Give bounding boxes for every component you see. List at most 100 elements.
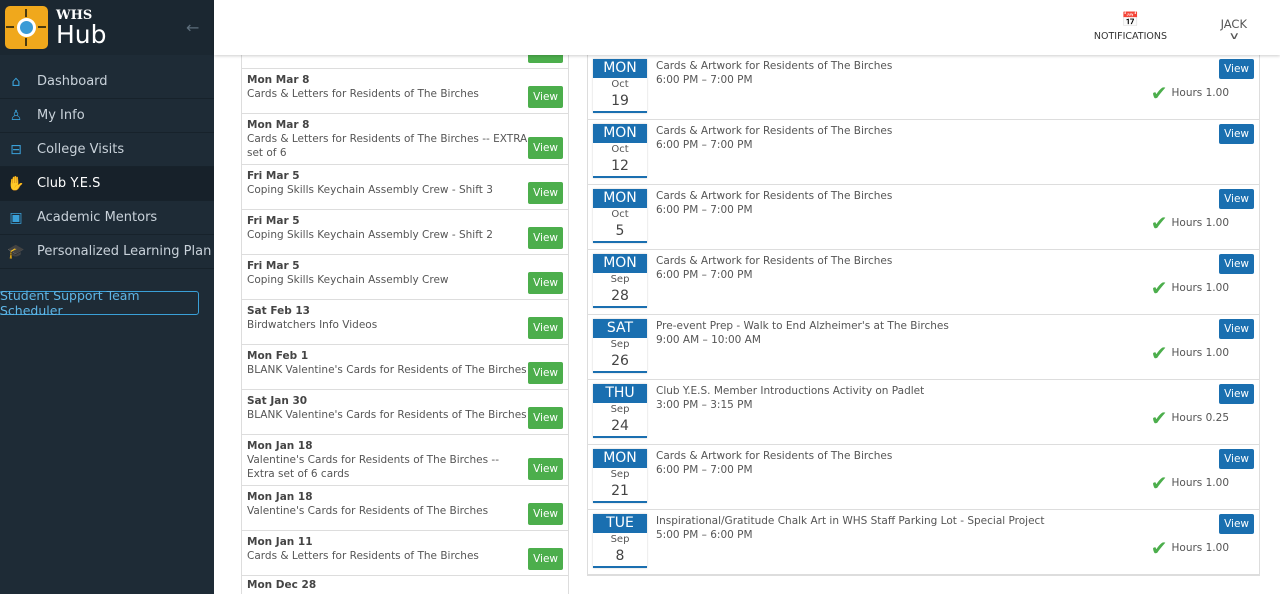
event-title: Cards & Artwork for Residents of The Bir… <box>656 190 893 202</box>
list-item: Mon Mar 8 Cards & Letters for Residents o… <box>242 114 568 165</box>
event-row: MON Sep 21 Cards & Artwork for Residents of… <box>588 445 1259 510</box>
day-of-week: MON <box>593 189 647 208</box>
event-row: TUE Sep 8 Inspirational/Gratitude Chalk Art… <box>588 510 1259 575</box>
event-title: Valentine's Cards for Residents of The B… <box>247 505 489 517</box>
date-badge: MON Sep 21 <box>593 449 647 503</box>
view-button[interactable]: View <box>1219 124 1254 144</box>
collapse-arrow-icon[interactable]: ← <box>186 18 200 37</box>
hours-value: Hours 0.25 <box>1171 412 1229 424</box>
event-date: Mon Mar 8 <box>247 74 310 86</box>
month: Oct <box>611 79 629 90</box>
view-button[interactable]: View <box>528 227 563 249</box>
view-button[interactable]: View <box>1219 319 1254 339</box>
view-button[interactable]: View <box>1219 59 1254 79</box>
sidebar-item-label: My Info <box>37 108 85 123</box>
month: Sep <box>610 404 630 415</box>
view-button[interactable]: View <box>528 407 563 429</box>
sidebar-item-my-info[interactable]: ♙ My Info <box>0 99 214 133</box>
sidebar-item-academic-mentors[interactable]: ▣ Academic Mentors <box>0 201 214 235</box>
event-title: Valentine's Cards for Residents of The B… <box>247 454 500 480</box>
event-time: 6:00 PM – 7:00 PM <box>656 139 753 151</box>
calendar-icon: 📅 <box>1121 12 1140 28</box>
view-button[interactable]: View <box>528 548 563 570</box>
top-header: 📅 NOTIFICATIONS JACK ∨ <box>214 0 1280 55</box>
event-time: 3:00 PM – 3:15 PM <box>656 399 753 411</box>
sidebar-item-label: Personalized Learning Plan <box>37 244 212 259</box>
checkmark-icon: ✔ <box>1150 81 1168 105</box>
day-of-week: SAT <box>593 319 647 338</box>
event-row: MON Sep 28 Cards & Artwork for Residents of… <box>588 250 1259 315</box>
event-row: MON Oct 5 Cards & Artwork for Residents of … <box>588 185 1259 250</box>
sidebar-item-college-visits[interactable]: ⊟ College Visits <box>0 133 214 167</box>
date-badge: TUE Sep 8 <box>593 514 647 568</box>
event-title: Cards & Artwork for Residents of The Bir… <box>656 125 893 137</box>
list-item: Mon Mar 8 Cards & Letters for Residents o… <box>242 69 568 114</box>
user-icon: ♙ <box>9 107 23 124</box>
list-item: Mon Jan 18 Valentine's Cards for Resident… <box>242 486 568 531</box>
view-button[interactable]: View <box>1219 254 1254 274</box>
event-date: Mon Jan 11 <box>247 536 313 548</box>
day-number: 5 <box>615 223 625 239</box>
event-title: Club Y.E.S. Member Introductions Activit… <box>656 385 925 397</box>
day-number: 19 <box>611 93 629 109</box>
event-title: Cards & Letters for Residents of The Bir… <box>247 133 528 159</box>
graduation-cap-icon: 🎓 <box>7 243 25 260</box>
month: Sep <box>610 339 630 350</box>
list-item: Mon Feb 1 BLANK Valentine's Cards for Res… <box>242 345 568 390</box>
day-of-week: MON <box>593 124 647 143</box>
checkmark-icon: ✔ <box>1150 211 1168 235</box>
event-time: 6:00 PM – 7:00 PM <box>656 269 753 281</box>
date-badge: MON Oct 12 <box>593 124 647 178</box>
event-title: BLANK Valentine's Cards for Residents of… <box>247 409 527 421</box>
hours-value: Hours 1.00 <box>1171 217 1229 229</box>
day-of-week: TUE <box>593 514 647 533</box>
view-button[interactable]: View <box>1219 514 1254 534</box>
view-button[interactable]: View <box>1219 449 1254 469</box>
view-button[interactable]: View <box>528 317 563 339</box>
event-title: Cards & Artwork for Residents of The Bir… <box>656 60 893 72</box>
view-button[interactable]: View <box>1219 384 1254 404</box>
briefcase-icon: ⊟ <box>10 141 22 158</box>
notifications-button[interactable]: 📅 NOTIFICATIONS <box>1094 12 1167 42</box>
event-date: Fri Mar 5 <box>247 260 300 272</box>
view-button[interactable]: View <box>528 137 563 159</box>
sidebar-item-label: Academic Mentors <box>37 210 158 225</box>
event-date: Mon Feb 1 <box>247 350 309 362</box>
logo-text-small: WHS <box>56 7 93 23</box>
list-item: Fri Mar 5 Coping Skills Keychain Assembly… <box>242 165 568 210</box>
month: Oct <box>611 144 629 155</box>
student-support-team-scheduler-button[interactable]: Student Support Team Scheduler <box>0 288 199 318</box>
view-button[interactable]: View <box>528 86 563 108</box>
event-date: Fri Mar 5 <box>247 215 300 227</box>
list-item: Mon Jan 18 Valentine's Cards for Resident… <box>242 435 568 486</box>
list-item: Mon Dec 28 <box>242 576 568 591</box>
hours-value: Hours 1.00 <box>1171 282 1229 294</box>
event-date: Mon Dec 28 <box>247 579 317 591</box>
view-button[interactable]: View <box>528 458 563 480</box>
view-button[interactable]: View <box>528 503 563 525</box>
view-button[interactable]: View <box>528 272 563 294</box>
event-row: MON Oct 12 Cards & Artwork for Residents of… <box>588 120 1259 185</box>
event-time: 9:00 AM – 10:00 AM <box>656 334 761 346</box>
month: Sep <box>610 274 630 285</box>
view-button[interactable]: View <box>528 362 563 384</box>
hand-icon: ✋ <box>7 175 25 192</box>
event-time: 6:00 PM – 7:00 PM <box>656 204 753 216</box>
view-button[interactable]: View <box>528 182 563 204</box>
hours-value: Hours 1.00 <box>1171 477 1229 489</box>
event-title: Birdwatchers Info Videos <box>247 319 378 331</box>
view-button[interactable]: View <box>1219 189 1254 209</box>
sidebar-item-dashboard[interactable]: ⌂ Dashboard <box>0 65 214 99</box>
logo[interactable]: WHS Hub ← <box>0 0 214 55</box>
list-item: Sat Jan 30 BLANK Valentine's Cards for Re… <box>242 390 568 435</box>
event-title: Cards & Letters for Residents of The Bir… <box>247 88 479 100</box>
event-title: Cards & Letters for Residents of The Bir… <box>247 550 479 562</box>
user-menu[interactable]: JACK ∨ <box>1221 17 1247 42</box>
sidebar-item-club-y-e-s[interactable]: ✋ Club Y.E.S <box>0 167 214 201</box>
event-date: Sat Jan 30 <box>247 395 308 407</box>
event-title: Coping Skills Keychain Assembly Crew <box>247 274 449 286</box>
list-item: Mon Jan 11 Cards & Letters for Residents … <box>242 531 568 576</box>
home-icon: ⌂ <box>11 73 21 90</box>
sidebar-item-personalized-learning-plan[interactable]: 🎓 Personalized Learning Plan <box>0 235 214 269</box>
past-events-list[interactable]: Coping Skills Keychain Assembly Crew View… <box>241 25 569 594</box>
